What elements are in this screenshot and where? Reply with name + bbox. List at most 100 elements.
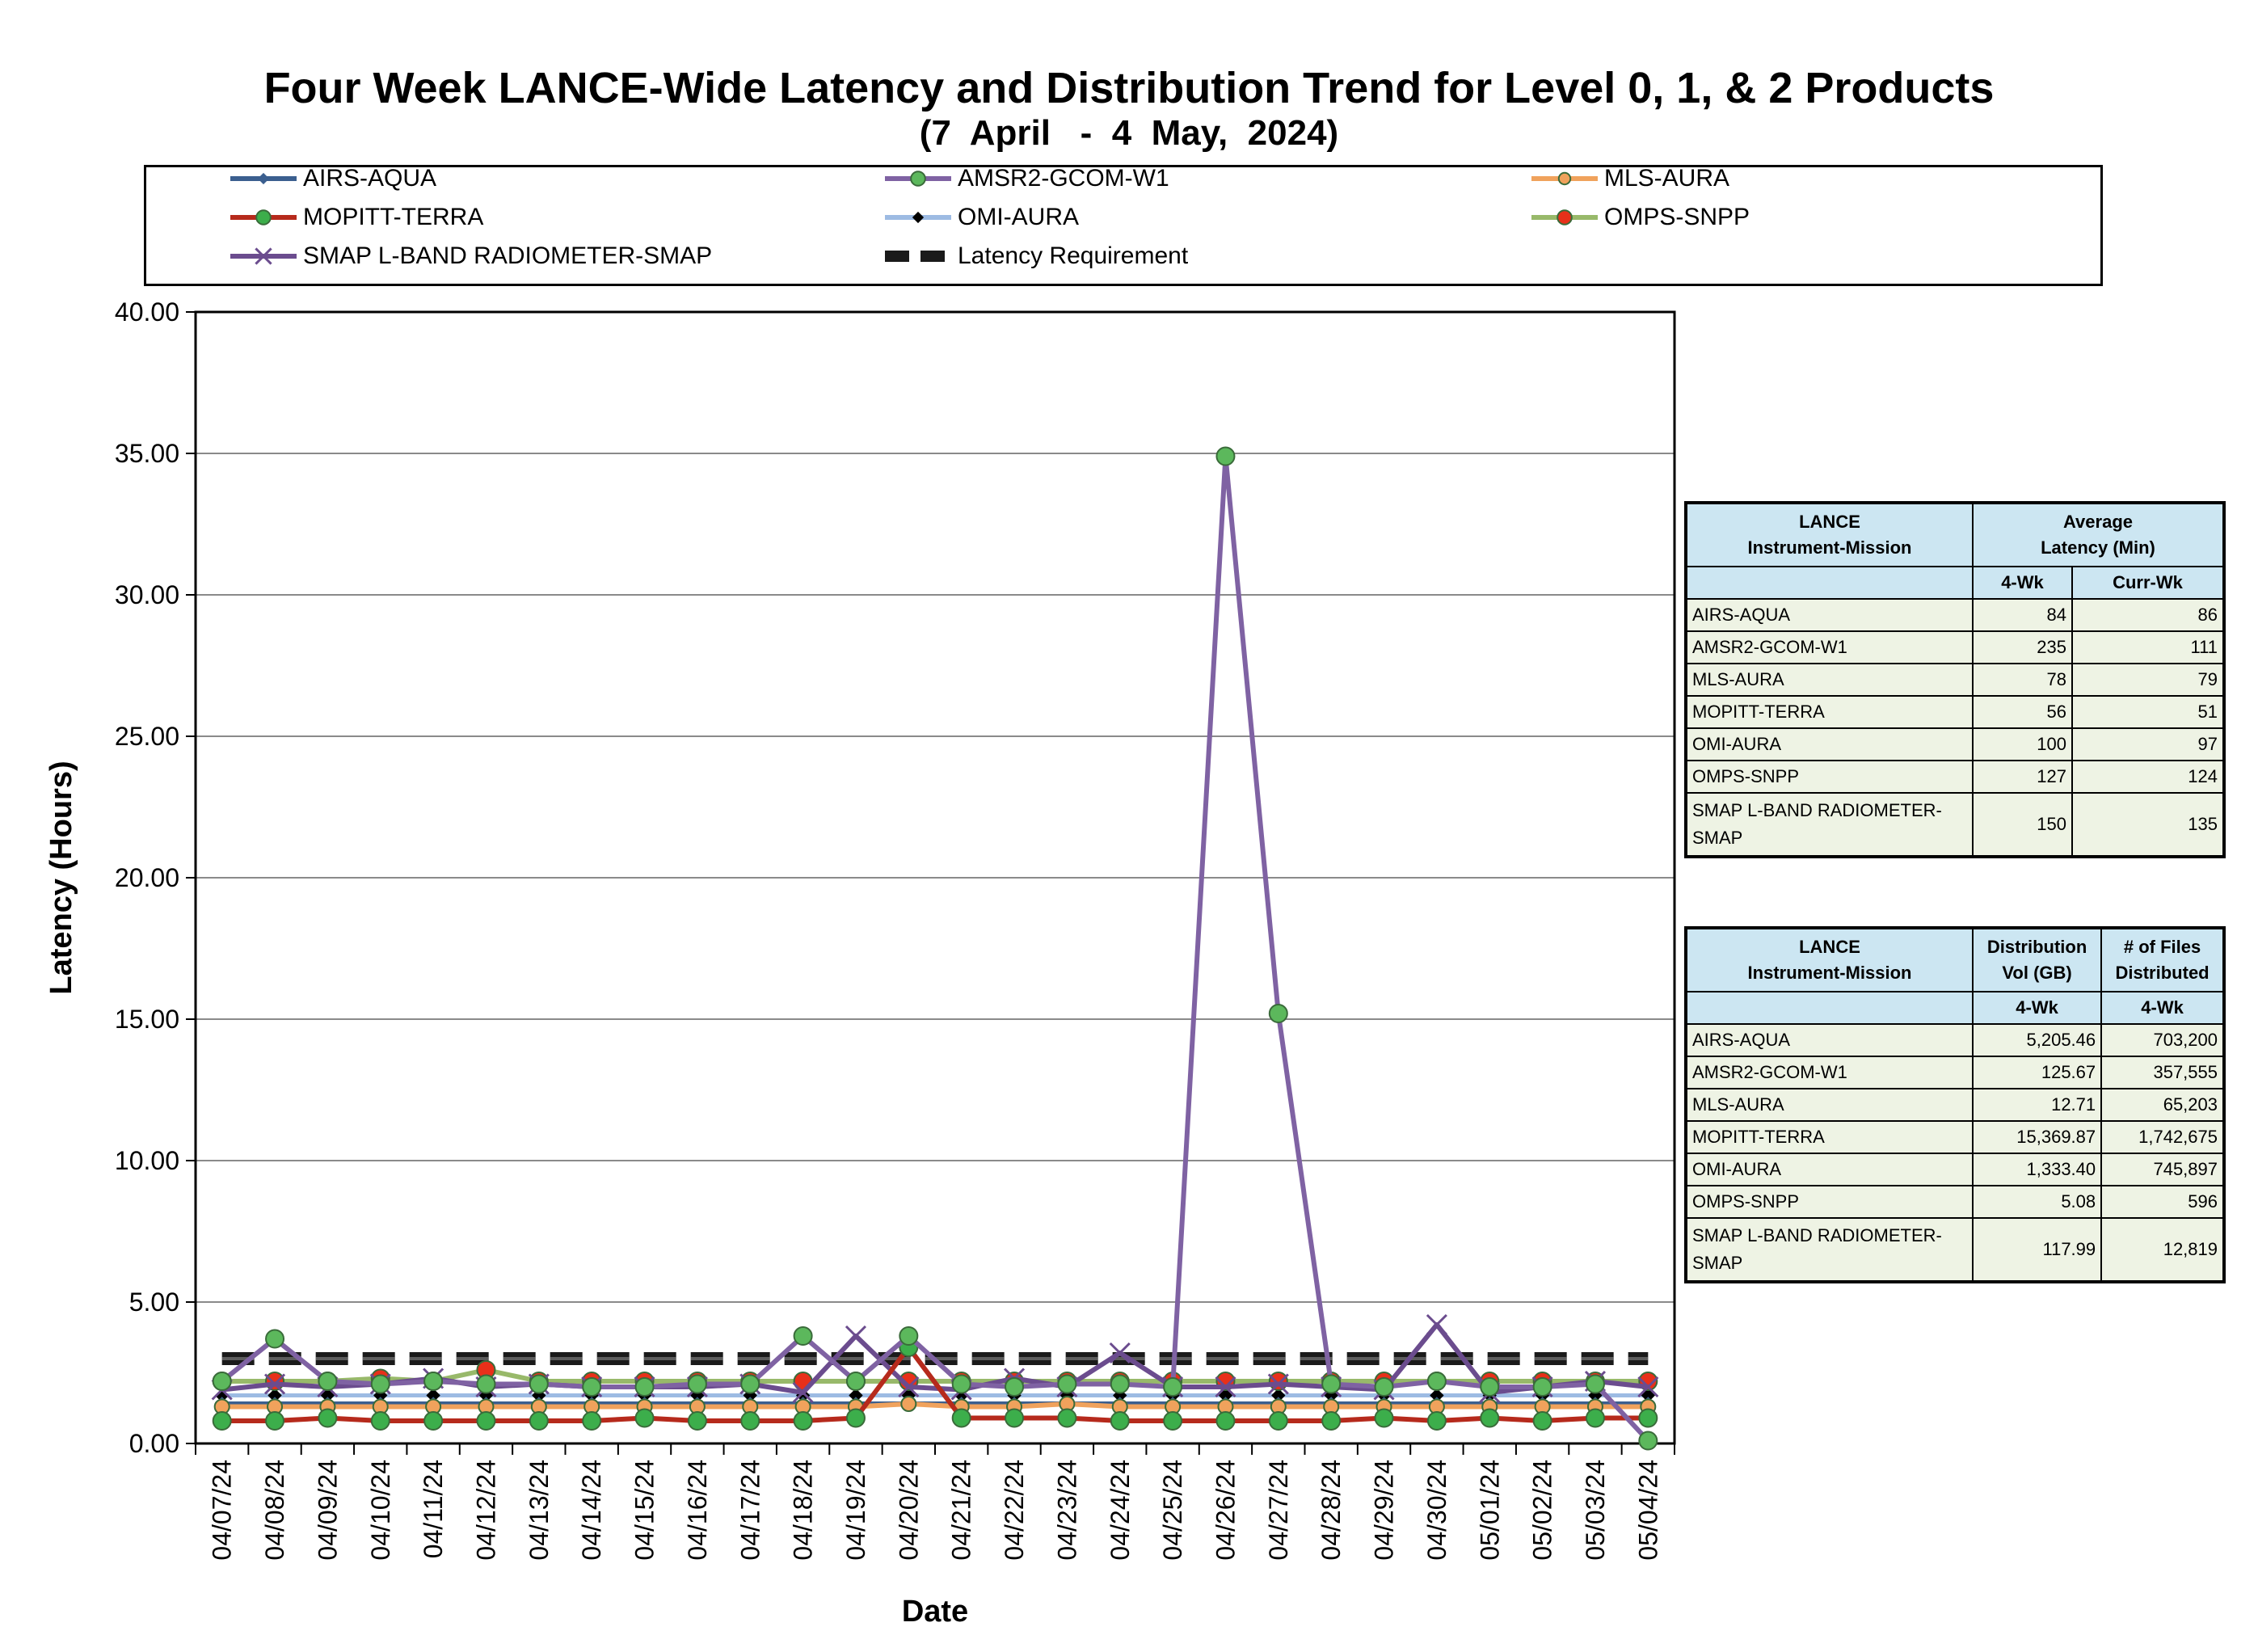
- data-point: [1532, 1411, 1552, 1431]
- dist-cell-vol: 5,205.46: [1971, 1023, 2103, 1057]
- dist-header-files: # of Files Distributed: [2100, 927, 2225, 992]
- data-point: [263, 1373, 286, 1395]
- x-tick-label: 04/11/24: [419, 1460, 448, 1558]
- data-point: [1374, 1408, 1394, 1428]
- data-point: [740, 1411, 760, 1431]
- x-tick-label: 04/24/24: [1106, 1460, 1135, 1561]
- x-tick-label: 04/07/24: [208, 1460, 237, 1561]
- x-tick-label: 04/19/24: [841, 1460, 870, 1561]
- data-point: [634, 1408, 655, 1428]
- data-point: [1110, 1374, 1130, 1394]
- dist-cell-name: OMPS-SNPP: [1685, 1185, 1974, 1219]
- data-point: [370, 1411, 390, 1431]
- dist-cell-files: 357,555: [2100, 1056, 2225, 1089]
- dist-cell-name: MLS-AURA: [1685, 1088, 1974, 1122]
- legend-label: AMSR2-GCOM-W1: [958, 165, 1169, 192]
- latency-cell-curr: 79: [2071, 663, 2226, 697]
- chart-title: Four Week LANCE-Wide Latency and Distrib…: [263, 64, 1995, 112]
- data-point: [1268, 1372, 1288, 1391]
- latency-subheader-4wk: 4-Wk: [1972, 566, 2073, 600]
- dist-row: SMAP L-BAND RADIOMETER-SMAP 117.99 12,819: [1685, 1217, 2225, 1283]
- legend-label: OMPS-SNPP: [1604, 204, 1750, 230]
- distribution-table: LANCE Instrument-Mission Distribution Vol …: [1684, 926, 2226, 1283]
- latency-header-mission: LANCE Instrument-Mission: [1685, 502, 1974, 567]
- data-point: [740, 1374, 760, 1394]
- data-point: [845, 1408, 866, 1428]
- data-point: [1637, 1376, 1659, 1398]
- dist-cell-name: AMSR2-GCOM-W1: [1685, 1056, 1974, 1089]
- data-point: [951, 1408, 971, 1428]
- data-point: [212, 1411, 232, 1431]
- latency-cell-name: OMPS-SNPP: [1685, 760, 1974, 794]
- data-point: [1585, 1408, 1605, 1428]
- data-point: [793, 1411, 813, 1431]
- data-point: [529, 1411, 549, 1431]
- x-tick-label: 04/18/24: [789, 1460, 818, 1561]
- dist-subheader-blank: [1685, 991, 1974, 1025]
- latency-cell-name: AIRS-AQUA: [1685, 598, 1974, 632]
- data-point: [212, 1372, 232, 1391]
- latency-cell-name: SMAP L-BAND RADIOMETER-SMAP: [1685, 792, 1974, 858]
- data-point: [1005, 1408, 1025, 1428]
- dist-row: MLS-AURA 12.71 65,203: [1685, 1088, 2225, 1122]
- dist-cell-files: 596: [2100, 1185, 2225, 1219]
- data-point: [634, 1377, 655, 1397]
- latency-cell-curr: 111: [2071, 630, 2226, 664]
- data-point: [793, 1326, 813, 1346]
- data-point: [1215, 446, 1236, 466]
- legend-label: MLS-AURA: [1604, 165, 1730, 192]
- data-point: [529, 1374, 549, 1394]
- y-tick-label: 15.00: [115, 1005, 179, 1034]
- latency-cell-wk4: 235: [1972, 630, 2073, 664]
- x-tick-label: 04/30/24: [1422, 1460, 1451, 1561]
- x-tick-label: 04/17/24: [735, 1460, 765, 1561]
- data-point: [1638, 1431, 1658, 1451]
- y-tick-label: 10.00: [115, 1146, 179, 1175]
- legend-swatch: [1531, 171, 1598, 186]
- data-point: [1163, 1377, 1183, 1397]
- latency-row: MOPITT-TERRA 56 51: [1685, 695, 2226, 729]
- data-point: [900, 1396, 917, 1412]
- data-point: [476, 1374, 496, 1394]
- latency-header-average: Average Latency (Min): [1972, 502, 2225, 567]
- legend-label: OMI-AURA: [958, 204, 1079, 230]
- dist-cell-vol: 1,333.40: [1971, 1153, 2103, 1186]
- data-point: [1480, 1377, 1500, 1397]
- x-tick-label: 05/03/24: [1581, 1460, 1610, 1561]
- data-point: [845, 1372, 866, 1391]
- x-tick-label: 05/02/24: [1528, 1460, 1557, 1561]
- x-tick-label: 04/09/24: [313, 1460, 342, 1561]
- data-point: [318, 1408, 338, 1428]
- data-point: [265, 1411, 285, 1431]
- data-point: [265, 1329, 285, 1349]
- data-point: [951, 1374, 971, 1394]
- data-point: [1585, 1374, 1605, 1394]
- dist-row: OMI-AURA 1,333.40 745,897: [1685, 1153, 2225, 1186]
- data-point: [1005, 1377, 1025, 1397]
- x-tick-label: 04/14/24: [577, 1460, 606, 1561]
- dist-cell-vol: 15,369.87: [1971, 1120, 2103, 1154]
- legend-swatch: [1531, 209, 1598, 225]
- latency-subheader-blank: [1685, 566, 1974, 600]
- series-line: [220, 453, 1650, 1443]
- x-tick-label: 04/28/24: [1316, 1460, 1346, 1561]
- legend-item: MLS-AURA: [1528, 162, 1729, 195]
- data-point: [1215, 1411, 1236, 1431]
- data-point: [1638, 1408, 1658, 1428]
- latency-cell-wk4: 150: [1972, 792, 2073, 858]
- latency-cell-wk4: 100: [1972, 727, 2073, 761]
- dist-cell-files: 1,742,675: [2100, 1120, 2225, 1154]
- legend-swatch: [885, 251, 951, 262]
- legend-item: OMPS-SNPP: [1528, 201, 1750, 234]
- data-point: [1268, 1004, 1288, 1023]
- dist-header-volume: Distribution Vol (GB): [1971, 927, 2103, 992]
- x-axis-label: Date: [902, 1595, 968, 1629]
- latency-cell-name: MOPITT-TERRA: [1685, 695, 1974, 729]
- data-point: [912, 211, 925, 224]
- y-tick-label: 30.00: [115, 580, 179, 609]
- y-tick-label: 5.00: [129, 1287, 179, 1317]
- data-point: [1557, 171, 1572, 186]
- dist-cell-files: 65,203: [2100, 1088, 2225, 1122]
- x-tick-label: 04/12/24: [471, 1460, 500, 1561]
- legend-item: Latency Requirement: [882, 240, 1188, 272]
